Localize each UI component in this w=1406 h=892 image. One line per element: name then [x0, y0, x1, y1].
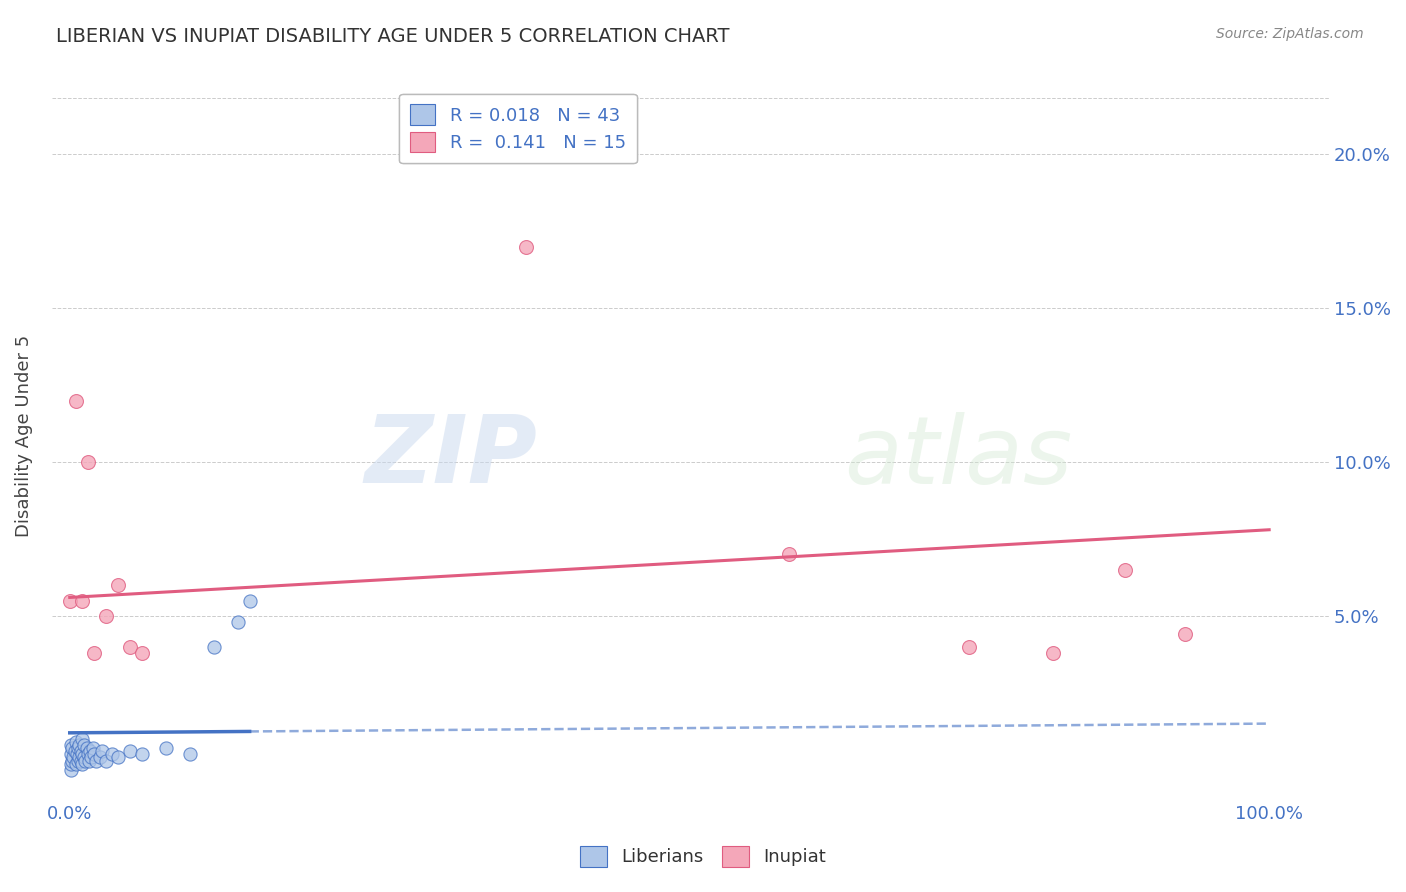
Point [107, 750, 129, 764]
Point [131, 646, 153, 660]
Point [59, 593, 82, 607]
Point [76, 747, 98, 762]
Point [94, 608, 117, 623]
Point [515, 240, 537, 254]
Point [131, 747, 153, 762]
Point [70, 731, 93, 746]
Text: atlas: atlas [844, 412, 1071, 503]
Legend: R = 0.018   N = 43, R =  0.141   N = 15: R = 0.018 N = 43, R = 0.141 N = 15 [399, 94, 637, 163]
Legend: Liberians, Inupiat: Liberians, Inupiat [572, 838, 834, 874]
Point [60, 754, 83, 768]
Point [69, 744, 91, 758]
Point [100, 747, 122, 762]
Point [59, 747, 82, 762]
Point [59, 738, 82, 752]
Point [155, 741, 177, 756]
Point [75, 754, 97, 768]
Point [957, 640, 980, 654]
Point [76, 741, 98, 756]
Y-axis label: Disability Age Under 5: Disability Age Under 5 [15, 334, 32, 537]
Point [89, 750, 111, 764]
Point [1042, 646, 1064, 660]
Point [179, 747, 201, 762]
Point [107, 578, 129, 592]
Point [91, 744, 114, 758]
Point [67, 741, 90, 756]
Point [94, 754, 117, 768]
Point [84, 754, 107, 768]
Text: ZIP: ZIP [364, 411, 537, 503]
Point [82, 741, 104, 756]
Point [76, 455, 98, 469]
Point [65, 756, 87, 771]
Point [67, 738, 90, 752]
Point [59, 756, 82, 771]
Point [62, 750, 84, 764]
Point [118, 640, 141, 654]
Text: LIBERIAN VS INUPIAT DISABILITY AGE UNDER 5 CORRELATION CHART: LIBERIAN VS INUPIAT DISABILITY AGE UNDER… [56, 27, 730, 45]
Point [778, 547, 800, 561]
Point [226, 615, 249, 629]
Text: Source: ZipAtlas.com: Source: ZipAtlas.com [1216, 27, 1364, 41]
Point [1174, 627, 1197, 641]
Point [65, 393, 87, 408]
Point [73, 750, 96, 764]
Point [202, 640, 225, 654]
Point [67, 754, 90, 768]
Point [83, 747, 105, 762]
Point [67, 750, 90, 764]
Point [83, 646, 105, 660]
Point [60, 741, 83, 756]
Point [70, 756, 93, 771]
Point [65, 735, 87, 749]
Point [1114, 563, 1136, 577]
Point [63, 744, 86, 758]
Point [70, 747, 93, 762]
Point [239, 593, 262, 607]
Point [80, 750, 103, 764]
Point [73, 738, 96, 752]
Point [59, 763, 82, 777]
Point [79, 744, 101, 758]
Point [69, 754, 91, 768]
Point [77, 754, 100, 768]
Point [118, 744, 141, 758]
Point [66, 747, 89, 762]
Point [70, 593, 93, 607]
